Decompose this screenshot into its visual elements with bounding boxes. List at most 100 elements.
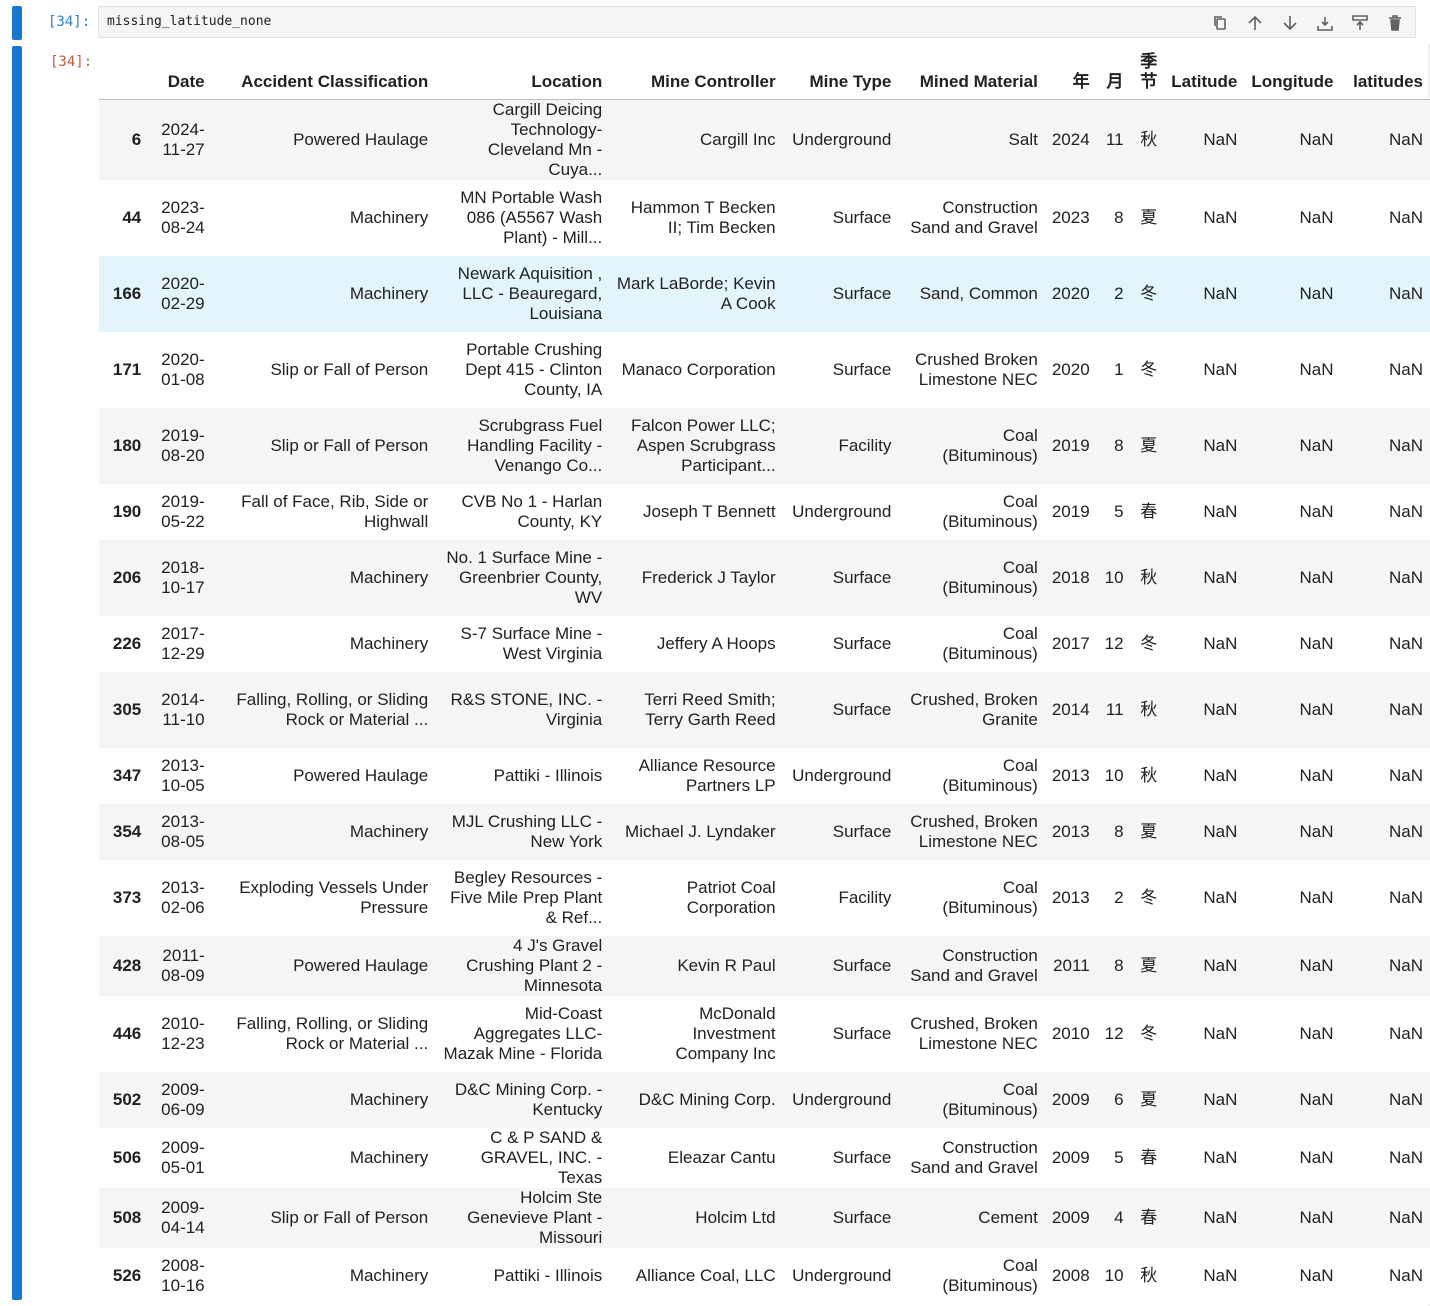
input-cell-marker[interactable]: [12, 6, 22, 40]
cell-mine-type: Facility: [838, 436, 892, 455]
cell-month: 6: [1114, 1090, 1124, 1109]
table-row[interactable]: 206 2018-10-17 Machinery No. 1 Surface Mine…: [99, 540, 1430, 616]
cell-date: 2019-05-22: [161, 492, 205, 531]
cell-mined-material: Coal (Bituminous): [942, 492, 1038, 531]
cell-latitudes: NaN: [1388, 208, 1423, 227]
table-row[interactable]: 180 2019-08-20 Slip or Fall of Person Scrub…: [99, 408, 1430, 484]
cell-index: 180: [112, 436, 142, 455]
dataframe-table: Date Accident Classification Location Mi…: [99, 46, 1430, 1304]
cell-mined-material: Coal (Bituminous): [942, 624, 1038, 663]
cell-mine-type: Surface: [832, 1024, 892, 1043]
cell-month: 2: [1114, 888, 1124, 907]
cell-month: 11: [1105, 700, 1124, 719]
cell-mine-type: Surface: [832, 1148, 892, 1167]
cell-mine-controller: Terri Reed Smith; Terry Garth Reed: [644, 690, 776, 729]
table-row[interactable]: 446 2010-12-23 Falling, Rolling, or Slidin…: [99, 996, 1430, 1072]
cell-mine-controller: Eleazar Cantu: [667, 1148, 776, 1167]
cell-season: 冬: [1140, 284, 1158, 303]
table-row[interactable]: 526 2008-10-16 Machinery Pattiki - Illinois…: [99, 1248, 1430, 1304]
move-up-button[interactable]: [1242, 11, 1267, 35]
code-cell-input[interactable]: missing_latitude_none: [98, 6, 1416, 38]
cell-accident-classification: Slip or Fall of Person: [270, 1208, 429, 1227]
table-row[interactable]: 508 2009-04-14 Slip or Fall of Person Holci…: [99, 1188, 1430, 1248]
cell-location: MN Portable Wash 086 (A5567 Wash Plant) …: [460, 188, 603, 247]
cell-index: 446: [112, 1024, 142, 1043]
cell-mine-controller: Hammon T Becken II; Tim Becken: [630, 198, 776, 237]
cell-year: 2024: [1051, 130, 1090, 149]
cell-location: Scrubgrass Fuel Handling Facility - Vena…: [467, 416, 603, 475]
table-row[interactable]: 226 2017-12-29 Machinery S-7 Surface Mine -…: [99, 616, 1430, 672]
cell-index: 226: [112, 634, 142, 653]
cell-date: 2020-02-29: [161, 274, 205, 313]
cell-location: MJL Crushing LLC - New York: [451, 812, 603, 851]
cell-latitude: NaN: [1203, 1266, 1238, 1285]
cell-index: 428: [112, 956, 142, 975]
cell-mined-material: Coal (Bituminous): [942, 558, 1038, 597]
cell-latitude: NaN: [1203, 822, 1238, 841]
table-row[interactable]: 190 2019-05-22 Fall of Face, Rib, Side or …: [99, 484, 1430, 540]
table-row[interactable]: 354 2013-08-05 Machinery MJL Crushing LLC -…: [99, 804, 1430, 860]
code-text[interactable]: missing_latitude_none: [107, 14, 272, 29]
cell-latitude: NaN: [1203, 360, 1238, 379]
insert-below-button[interactable]: [1312, 11, 1337, 35]
cell-mine-controller: Joseph T Bennett: [642, 502, 776, 521]
cell-latitude: NaN: [1203, 1024, 1238, 1043]
table-row[interactable]: 6 2024-11-27 Powered Haulage Cargill Deicin…: [99, 99, 1430, 180]
cell-mine-type: Surface: [832, 956, 892, 975]
table-row[interactable]: 171 2020-01-08 Slip or Fall of Person Porta…: [99, 332, 1430, 408]
scrollbar-track[interactable]: [1428, 44, 1430, 1306]
cell-date: 2018-10-17: [161, 558, 205, 597]
move-down-icon: [1282, 16, 1297, 31]
cell-longitude: NaN: [1299, 1208, 1334, 1227]
cell-mined-material: Crushed Broken Limestone NEC: [914, 350, 1038, 389]
cell-latitudes: NaN: [1388, 822, 1423, 841]
table-row[interactable]: 44 2023-08-24 Machinery MN Portable Wash 08…: [99, 180, 1430, 256]
table-row[interactable]: 347 2013-10-05 Powered Haulage Pattiki - Il…: [99, 748, 1430, 804]
table-row[interactable]: 502 2009-06-09 Machinery D&C Mining Corp. -…: [99, 1072, 1430, 1128]
cell-accident-classification: Machinery: [349, 1266, 429, 1285]
cell-index: 347: [112, 766, 142, 785]
cell-latitudes: NaN: [1388, 1024, 1423, 1043]
cell-index: 506: [112, 1148, 142, 1167]
cell-season: 夏: [1140, 822, 1158, 841]
insert-above-button[interactable]: [1347, 11, 1372, 35]
insert-below-icon: [1316, 17, 1333, 31]
table-row[interactable]: 428 2011-08-09 Powered Haulage 4 J's Gravel…: [99, 936, 1430, 996]
delete-cell-button[interactable]: [1382, 11, 1407, 35]
cell-month: 11: [1105, 130, 1124, 149]
cell-latitude: NaN: [1203, 888, 1238, 907]
cell-date: 2010-12-23: [161, 1014, 205, 1053]
cell-mined-material: Coal (Bituminous): [942, 1256, 1038, 1295]
cell-date: 2024-11-27: [161, 120, 205, 159]
cell-mined-material: Construction Sand and Gravel: [910, 946, 1038, 985]
cell-location: Newark Aquisition , LLC - Beauregard, Lo…: [457, 264, 603, 323]
cell-location: D&C Mining Corp. - Kentucky: [454, 1080, 603, 1119]
cell-mine-type: Surface: [832, 634, 892, 653]
cell-accident-classification: Machinery: [349, 568, 429, 587]
cell-mine-controller: Holcim Ltd: [695, 1208, 776, 1227]
cell-location: Portable Crushing Dept 415 - Clinton Cou…: [465, 340, 603, 399]
table-row[interactable]: 166 2020-02-29 Machinery Newark Aquisition …: [99, 256, 1430, 332]
output-cell-marker[interactable]: [12, 46, 22, 1300]
delete-icon: [1388, 15, 1401, 31]
table-row[interactable]: 373 2013-02-06 Exploding Vessels Under Pre…: [99, 860, 1430, 936]
cell-season: 秋: [1140, 130, 1158, 149]
cell-month: 2: [1114, 284, 1124, 303]
cell-season: 冬: [1140, 360, 1158, 379]
table-row[interactable]: 506 2009-05-01 Machinery C & P SAND & GRAVE…: [99, 1128, 1430, 1188]
cell-date: 2011-08-09: [161, 946, 205, 985]
cell-index: 190: [112, 502, 142, 521]
cell-location: S-7 Surface Mine - West Virginia: [460, 624, 603, 663]
table-row[interactable]: 305 2014-11-10 Falling, Rolling, or Slidin…: [99, 672, 1430, 748]
cell-year: 2019: [1051, 502, 1090, 521]
cell-season: 夏: [1140, 436, 1158, 455]
cell-longitude: NaN: [1299, 284, 1334, 303]
cell-year: 2010: [1051, 1024, 1090, 1043]
cell-index: 44: [122, 208, 142, 227]
duplicate-cell-button[interactable]: [1207, 11, 1232, 35]
move-down-button[interactable]: [1277, 11, 1302, 35]
cell-mined-material: Coal (Bituminous): [942, 426, 1038, 465]
cell-date: 2009-04-14: [161, 1198, 205, 1237]
cell-latitudes: NaN: [1388, 700, 1423, 719]
cell-date: 2023-08-24: [161, 198, 205, 237]
